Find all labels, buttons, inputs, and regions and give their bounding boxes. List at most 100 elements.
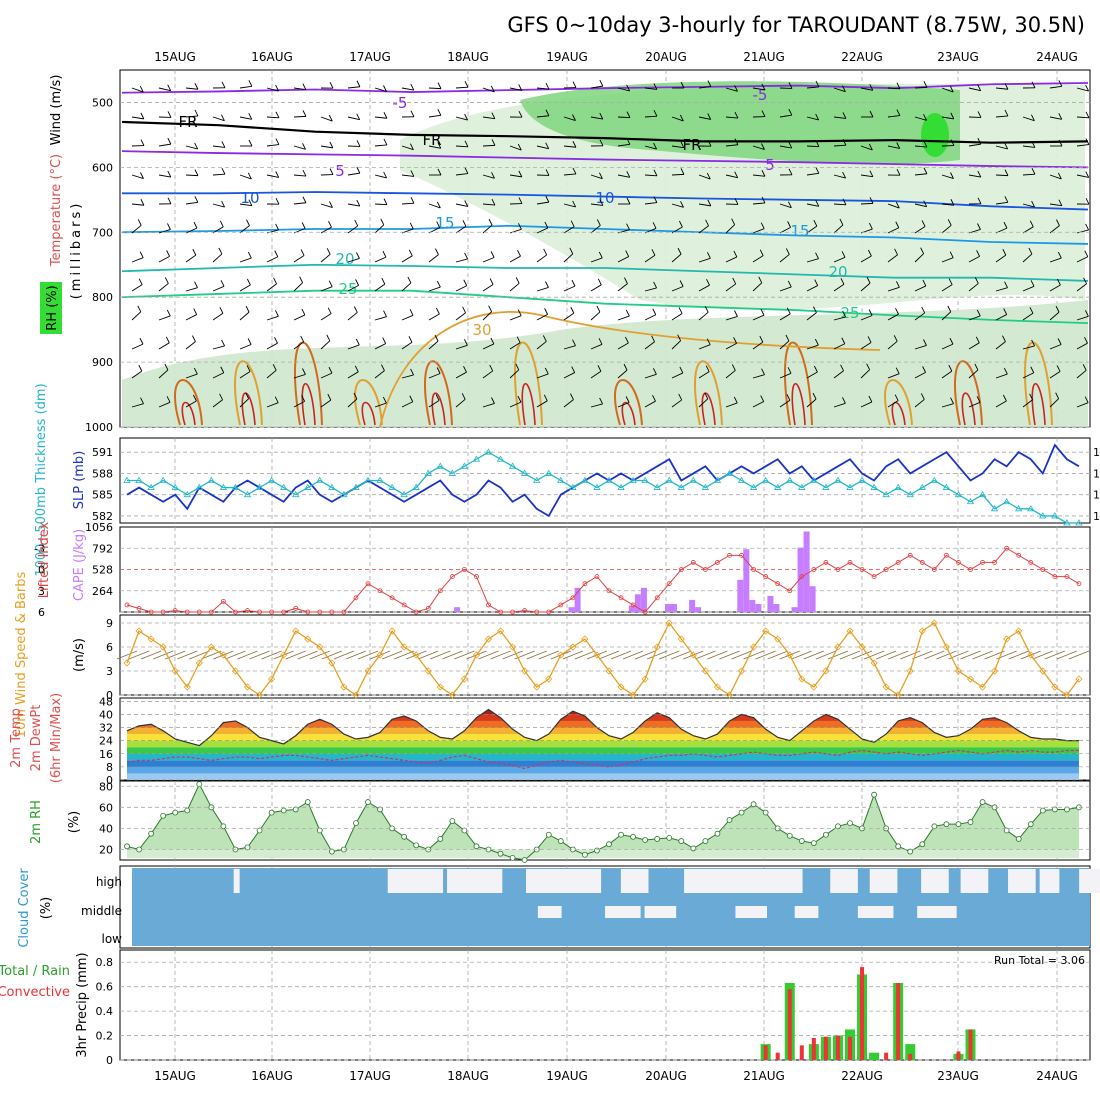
lifted-index-marker — [148, 609, 154, 615]
thickness-marker — [629, 476, 637, 483]
wind-barb-flag — [248, 80, 253, 87]
wind-barb-flag — [734, 85, 738, 92]
thickness-marker — [810, 476, 818, 483]
wind-barb-flag — [704, 306, 709, 313]
wind-barb-flag — [894, 394, 899, 401]
rh-marker — [545, 831, 552, 838]
wind-barb-flag — [247, 172, 252, 180]
temp-line — [126, 708, 1079, 747]
rh-marker — [762, 809, 769, 816]
cape-bar — [574, 587, 581, 612]
wind-barb-flag — [977, 170, 982, 178]
thickness-marker — [894, 483, 902, 490]
wind-barb-flag — [137, 305, 142, 313]
hot-contour — [961, 392, 976, 426]
wind-barb-flag — [1058, 113, 1063, 120]
wind10-barb — [863, 650, 885, 660]
wind-barb-flag — [545, 109, 550, 116]
wind-barb — [644, 341, 655, 350]
precip-conv-bar — [823, 1036, 828, 1060]
wind10-marker — [352, 691, 360, 699]
wind-barb — [671, 253, 682, 263]
thickness-marker — [918, 483, 927, 490]
wind-barb-flag — [435, 248, 439, 255]
wind-barb — [428, 203, 441, 209]
wind-barb — [401, 374, 414, 379]
cloud-mid-block — [537, 906, 562, 918]
wind-barb-flag — [678, 220, 683, 228]
wind-barb — [806, 344, 819, 350]
tick-label-left: 585 — [92, 489, 113, 502]
lifted-index-marker — [727, 552, 732, 558]
rh-marker — [690, 845, 697, 852]
wind-barb-flag — [1004, 281, 1008, 288]
wind-barb-flag — [463, 279, 468, 286]
wind-barb-flag — [679, 114, 684, 122]
wind-barb-flag — [409, 309, 414, 316]
thickness-marker — [834, 476, 842, 483]
thickness-marker — [255, 483, 264, 490]
cape-bar — [809, 586, 816, 612]
rh-marker — [810, 840, 817, 847]
wind-barb — [941, 311, 952, 321]
wind-barb — [455, 173, 468, 176]
wind-barb — [779, 340, 790, 350]
rh-shade-moist — [520, 81, 960, 165]
rh-marker — [509, 854, 516, 861]
lifted-index-marker — [522, 608, 528, 613]
wind-barb-flag — [356, 80, 361, 87]
wind-barb — [617, 174, 630, 178]
wind-barb — [212, 345, 225, 350]
wind-barb-flag — [761, 83, 766, 91]
wind-barb — [401, 282, 412, 292]
wind10-marker — [557, 651, 565, 659]
wind10-marker — [340, 683, 348, 691]
wind-barb — [698, 86, 711, 89]
wind10-barb — [900, 650, 921, 660]
wind-barb-flag — [140, 112, 145, 120]
rh-marker — [726, 817, 733, 823]
wind10-marker — [376, 651, 384, 659]
wind10-marker — [894, 691, 902, 699]
lifted-index-marker — [847, 560, 853, 565]
wind-barb — [1022, 372, 1034, 379]
wind-barb-flag — [464, 167, 469, 174]
wind-barb — [590, 284, 602, 292]
wind10-marker — [810, 683, 818, 691]
wind-barb-flag — [517, 309, 522, 316]
cloud-mid-block — [735, 906, 768, 918]
wind-barb-flag — [1056, 365, 1061, 372]
wind-barb — [185, 115, 198, 118]
tick-label: 0 — [106, 774, 113, 787]
cloud-high-block — [387, 869, 444, 893]
tick-label-cape: 1056 — [85, 521, 113, 534]
wind-barb — [158, 255, 170, 263]
wind-barb-flag — [680, 168, 685, 175]
precip-conv-bar — [835, 1035, 840, 1060]
rh-marker — [847, 820, 853, 827]
wind-barb — [644, 287, 657, 292]
wind10-barb — [333, 650, 355, 660]
cape-bar — [767, 595, 774, 612]
wind-barb-flag — [761, 196, 766, 204]
thickness-marker — [1051, 512, 1059, 519]
rh-marker — [256, 827, 263, 834]
tick-label: 3 — [106, 665, 113, 678]
tick-label-right: 1014 — [1093, 446, 1100, 459]
wind10-barb — [201, 650, 222, 660]
wind-barb-flag — [245, 392, 250, 399]
wind-barb-flag — [192, 248, 197, 256]
lifted-index-marker — [883, 567, 889, 572]
cape-bar — [640, 587, 647, 612]
rh-marker — [786, 832, 793, 839]
y-title-millibars: (millibars) — [69, 201, 84, 300]
wind-barb — [536, 87, 549, 90]
tick-label-left: 591 — [92, 446, 113, 459]
wind-barb — [914, 312, 925, 321]
cloud-mid-block — [605, 906, 641, 918]
label-rh2m-unit: (%) — [67, 811, 82, 834]
isotherm-3 — [121, 150, 1089, 169]
lifted-index-marker — [353, 595, 359, 601]
wind-barb-flag — [572, 114, 576, 121]
wind10-barb — [803, 650, 824, 660]
